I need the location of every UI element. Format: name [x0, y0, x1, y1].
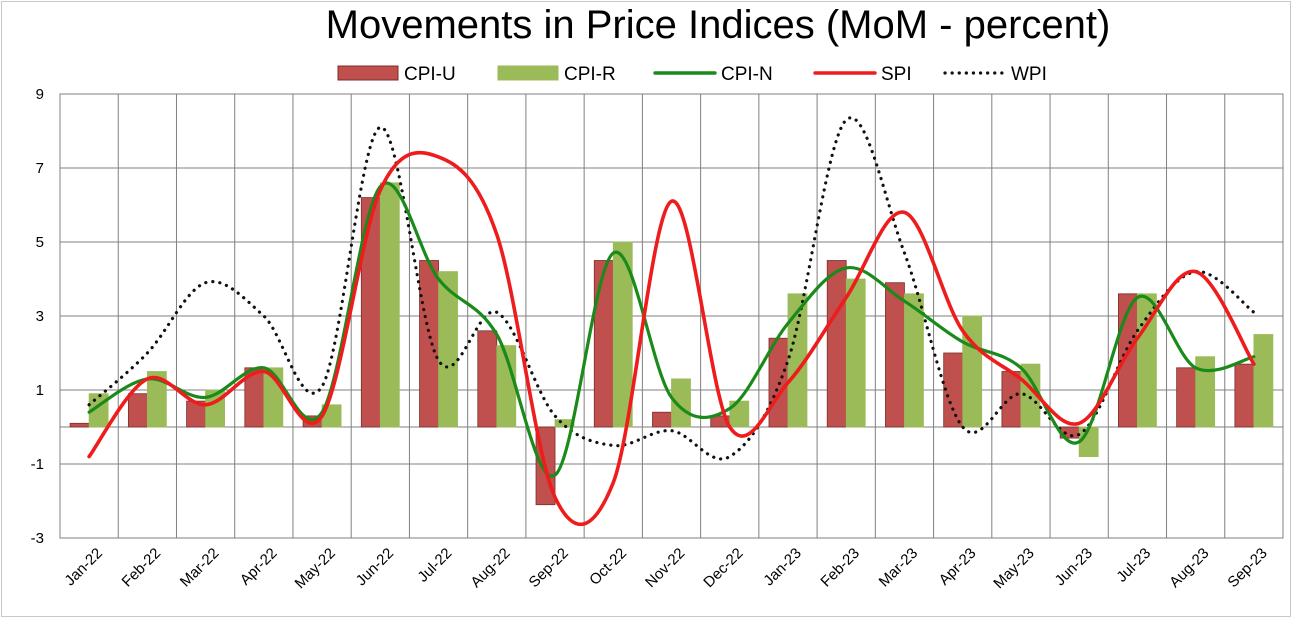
y-tick-label: 9 [36, 86, 44, 103]
legend-item-cpi-u: CPI-U [337, 64, 456, 85]
legend-item-cpi-r: CPI-R [497, 64, 616, 85]
x-tick-label: May-22 [292, 545, 339, 592]
line-spi [87, 150, 1256, 527]
bar-cpi-u [826, 260, 847, 428]
legend-label-cpi-u: CPI-U [404, 64, 456, 85]
x-tick-label: Jun-23 [1052, 545, 1096, 589]
x-tick-label: Jul-22 [414, 545, 455, 586]
legend-swatch-cpi-u [337, 65, 399, 81]
y-tick-label: -3 [31, 530, 44, 547]
legend-label-spi: SPI [881, 64, 912, 85]
legend-item-wpi: WPI [943, 64, 1047, 85]
bar-cpi-u [419, 260, 439, 428]
bar-cpi-u [1234, 363, 1255, 428]
x-tick-label: Jan-22 [61, 545, 105, 589]
line-cpi-n [87, 181, 1256, 478]
x-tick-label: Mar-23 [876, 545, 922, 591]
x-tick-label: Jul-23 [1113, 545, 1154, 586]
chart-title: Movements in Price Indices (MoM - percen… [326, 3, 1111, 47]
legend-label-wpi: WPI [1011, 64, 1047, 85]
x-tick-label: Feb-22 [119, 545, 165, 591]
bar-cpi-u [652, 411, 672, 428]
bar-cpi-u [1176, 367, 1197, 428]
x-tick-label: Mar-22 [177, 545, 223, 591]
x-tick-label: Apr-23 [936, 545, 980, 589]
y-tick-label: 1 [36, 382, 44, 399]
bar-cpi-u [885, 282, 905, 428]
bar-cpi-r [146, 371, 167, 428]
bar-cpi-u [69, 422, 90, 428]
bar-cpi-u [1001, 371, 1022, 428]
bar-cpi-r [1195, 356, 1216, 428]
grid [59, 93, 1284, 539]
legend-label-cpi-r: CPI-R [564, 64, 616, 85]
bar-cpi-r [1253, 334, 1274, 428]
legend-item-spi: SPI [813, 64, 912, 85]
bar-cpi-r [438, 271, 458, 428]
y-tick-label: 5 [36, 234, 44, 251]
bar-cpi-r [1137, 293, 1157, 428]
x-tick-label: Apr-22 [237, 545, 281, 589]
legend-item-cpi-n: CPI-N [653, 64, 773, 85]
legend: CPI-U CPI-R CPI-N SPI WPI [337, 64, 1047, 85]
bar-cpi-r [612, 241, 633, 428]
x-tick-label: Aug-22 [467, 545, 513, 591]
bar-cpi-u [593, 260, 614, 428]
y-tick-label: 3 [36, 308, 44, 325]
x-tick-label: Feb-23 [817, 545, 863, 591]
legend-label-cpi-n: CPI-N [721, 64, 773, 85]
x-tick-label: Sep-23 [1224, 545, 1270, 591]
bar-cpi-r [904, 293, 924, 428]
bar-cpi-r [379, 182, 400, 428]
bar-cpi-r [671, 378, 691, 428]
x-tick-label: Dec-22 [700, 545, 746, 591]
x-tick-label: Aug-23 [1166, 545, 1212, 591]
bars [69, 182, 1274, 506]
bar-cpi-u [127, 393, 148, 428]
line-wpi [87, 116, 1256, 461]
y-tick-label: -1 [31, 456, 44, 473]
bar-cpi-u [477, 330, 498, 428]
x-tick-label: Oct-22 [586, 545, 630, 589]
x-tick-label: Jun-22 [353, 545, 397, 589]
x-tick-label: Jan-23 [760, 545, 804, 589]
bar-cpi-r [845, 278, 866, 428]
lines [87, 116, 1256, 527]
x-tick-label: Nov-22 [642, 545, 688, 591]
legend-swatch-cpi-r [497, 65, 559, 81]
y-tick-label: 7 [36, 160, 44, 177]
x-tick-label: Sep-22 [526, 545, 572, 591]
x-tick-label: May-23 [990, 545, 1037, 592]
